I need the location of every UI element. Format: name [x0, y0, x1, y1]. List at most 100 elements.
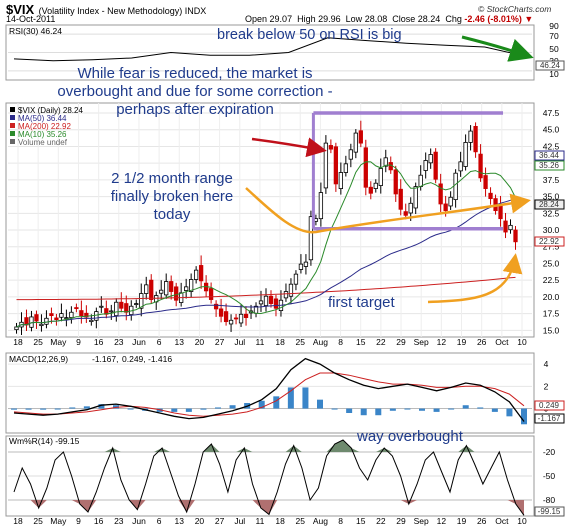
- macd-histogram-bar: [229, 405, 236, 409]
- macd-histogram-bar: [404, 408, 411, 410]
- price-tick-label: 22.5: [543, 275, 560, 285]
- macd-histogram-bar: [491, 408, 498, 412]
- symbol: $VIX: [6, 2, 35, 17]
- candle-body: [478, 153, 483, 179]
- macd-histogram-bar: [25, 408, 32, 410]
- candle-body: [318, 192, 324, 220]
- willr-annotation: way overbought: [357, 428, 463, 445]
- candle-body: [49, 313, 54, 317]
- bottom-x-label: 10: [517, 516, 527, 526]
- candle-body: [213, 303, 219, 310]
- candle-body: [288, 283, 294, 297]
- price-tick-label: 42.5: [543, 141, 560, 151]
- macd-histogram-bar: [506, 408, 513, 417]
- rsi-annotation: break below 50 on RSI is big: [217, 27, 402, 43]
- price-x-label: May: [50, 337, 67, 347]
- macd-histogram-bar: [375, 408, 382, 416]
- bottom-x-label: 22: [376, 516, 386, 526]
- macd-histogram-bar: [389, 408, 396, 411]
- high-value: 29.96: [318, 14, 341, 24]
- candle-body: [268, 295, 274, 304]
- price-x-label: 18: [275, 337, 285, 347]
- bottom-x-label: 27: [215, 516, 225, 526]
- price-last-tag-box: [534, 236, 565, 247]
- candle-body: [223, 311, 229, 323]
- price-x-label: 12: [437, 337, 447, 347]
- candle-body: [273, 298, 279, 309]
- price-x-label: 10: [517, 337, 527, 347]
- macd-histogram-bar: [11, 408, 17, 410]
- candle-body: [468, 130, 473, 143]
- fear-annotation: While fear is reduced, the market is ove…: [57, 65, 333, 118]
- candle-body: [328, 145, 334, 150]
- macd-histogram-bar: [113, 405, 119, 409]
- macd-histogram-bar: [200, 408, 207, 410]
- candle-body: [438, 183, 443, 205]
- bottom-x-label: 13: [175, 516, 185, 526]
- candle-body: [159, 289, 164, 294]
- candle-body: [398, 188, 403, 210]
- price-x-label: 27: [215, 337, 225, 347]
- macd-histogram-bar: [419, 408, 425, 411]
- macd-tick-label: 2: [544, 381, 549, 391]
- bottom-x-label: 8: [338, 516, 343, 526]
- candle-body: [363, 147, 368, 188]
- legend-swatch: [10, 123, 15, 128]
- macd-hist-value: -1.416: [148, 354, 172, 364]
- candle-body: [94, 311, 99, 321]
- bottom-x-label: 15: [356, 516, 366, 526]
- candle-body: [358, 130, 363, 144]
- rsi-line: [13, 37, 525, 62]
- macd-histogram-bar: [258, 400, 265, 409]
- candle-body: [263, 295, 269, 306]
- bottom-x-label: 18: [13, 516, 23, 526]
- ma10-line: [16, 161, 516, 328]
- bottom-x-label: 23: [114, 516, 124, 526]
- rsi-tick-label: 50: [549, 44, 559, 54]
- candle-body: [59, 313, 64, 318]
- candle-body: [114, 301, 119, 317]
- willr-last-tag: -99.15: [538, 507, 561, 516]
- candle-body: [74, 307, 79, 309]
- price-x-label: 13: [175, 337, 185, 347]
- candle-body: [208, 288, 214, 300]
- macd-histogram-bar: [448, 408, 455, 410]
- price-x-label: Sep: [414, 337, 429, 347]
- candle-body: [164, 281, 169, 296]
- candle-body: [393, 169, 398, 195]
- bottom-x-label: 18: [275, 516, 285, 526]
- price-x-label: 25: [296, 337, 306, 347]
- ma200-line: [16, 276, 516, 301]
- price-tick-label: 37.5: [543, 175, 560, 185]
- legend-swatch: [10, 139, 15, 144]
- candle-body: [353, 132, 358, 153]
- price-x-label: Jul: [234, 337, 245, 347]
- macd-histogram-bar: [302, 387, 309, 409]
- bottom-x-label: Sep: [414, 516, 429, 526]
- candle-body: [473, 126, 478, 153]
- rsi-last-tag-box: [535, 60, 565, 71]
- willr-line: [13, 439, 525, 516]
- price-tick-label: 30.0: [543, 225, 560, 235]
- candle-body: [283, 291, 289, 299]
- willr-tick-label: -50: [543, 471, 556, 481]
- bottom-x-label: May: [50, 516, 67, 526]
- macd-histogram-bar: [156, 408, 163, 412]
- candle-body: [373, 182, 378, 189]
- candle-body: [84, 312, 89, 318]
- quote-line: Open 29.07 High 29.96 Low 28.08 Close 28…: [245, 14, 534, 24]
- willr-name-label: Wm%R(14) -99.15: [9, 436, 80, 446]
- fear-red-arrow: [251, 137, 327, 158]
- candle-body: [383, 157, 388, 167]
- bottom-x-label: 9: [76, 516, 81, 526]
- rsi-tick-label: 90: [549, 21, 559, 31]
- watermark: © StockCharts.com: [478, 4, 552, 14]
- target-orange-arrow: [427, 253, 523, 304]
- price-last-tag-box: [534, 199, 565, 210]
- candle-body: [378, 168, 383, 186]
- price-tick-label: 32.5: [543, 208, 560, 218]
- price-last-tag: 22.92: [539, 237, 560, 246]
- candle-body: [483, 175, 488, 189]
- candle-body: [448, 196, 453, 207]
- candle-body: [134, 303, 139, 305]
